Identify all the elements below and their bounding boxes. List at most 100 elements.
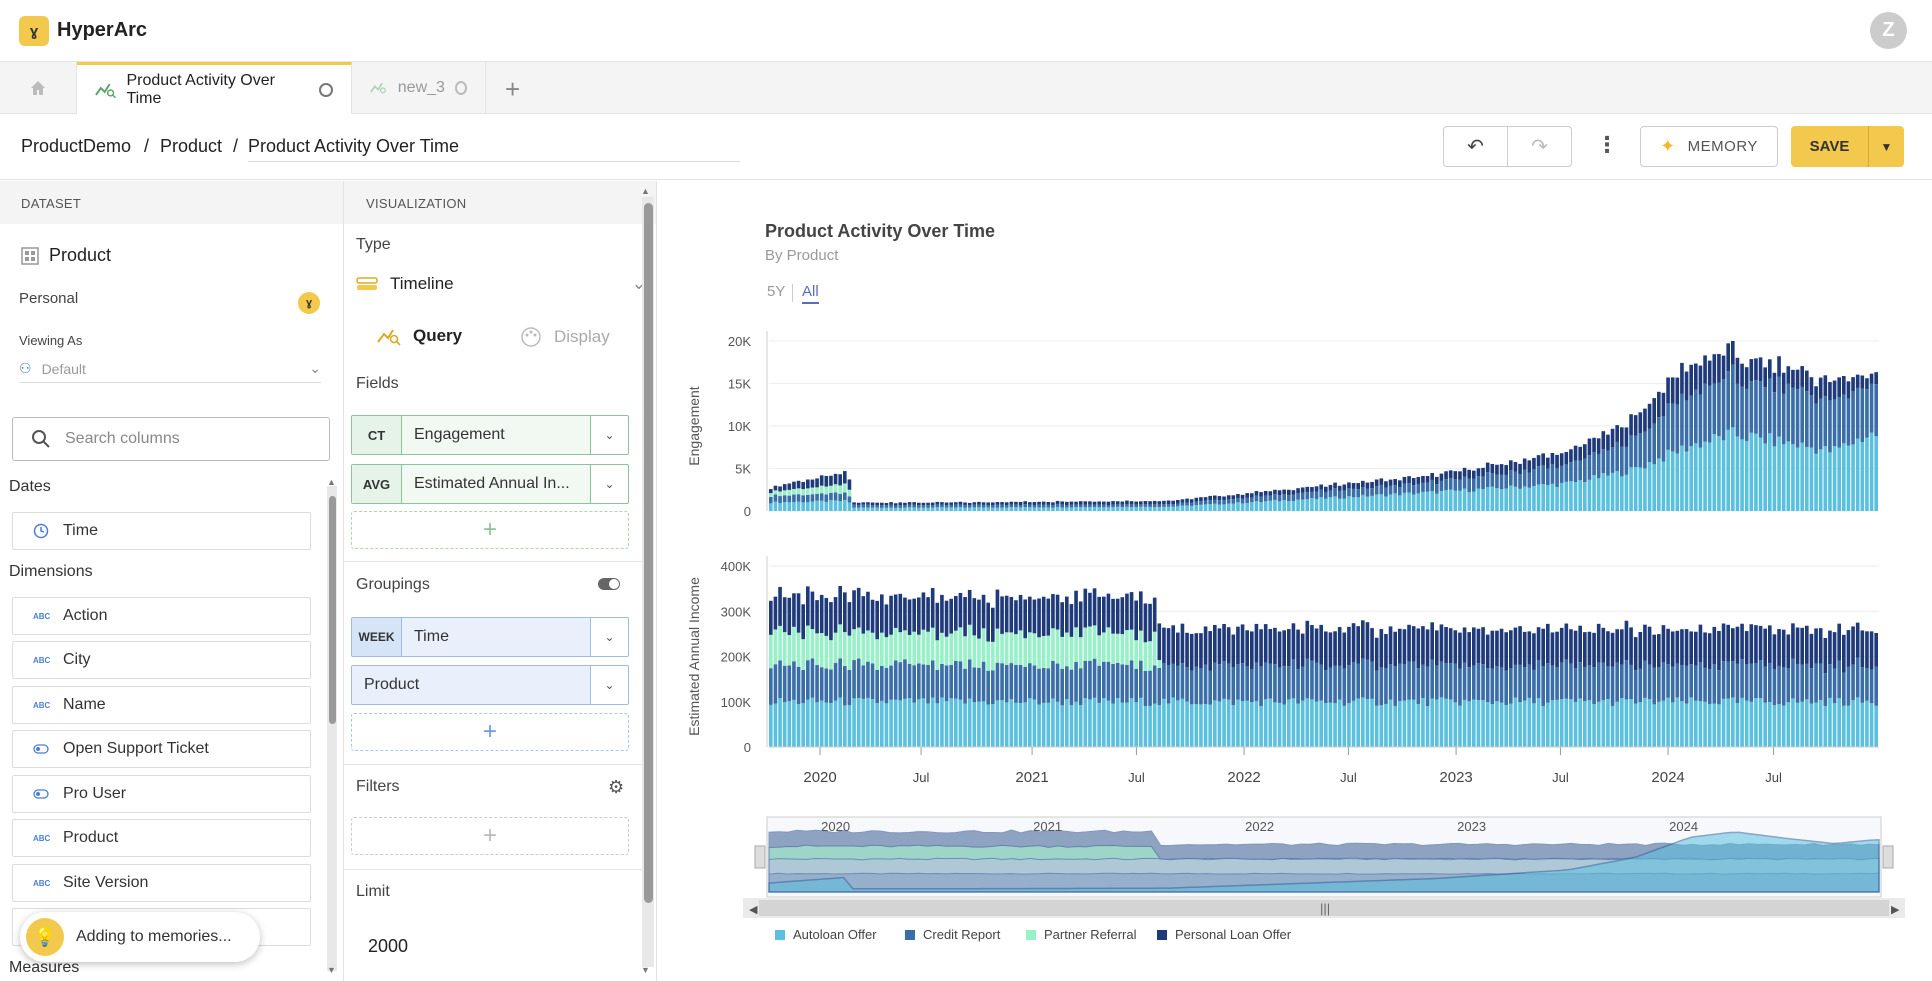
- breadcrumb-root[interactable]: ProductDemo: [21, 136, 132, 156]
- column-time[interactable]: Time: [12, 512, 311, 550]
- dataset-scrollbar[interactable]: [327, 486, 337, 971]
- bar-segment: [796, 501, 801, 511]
- bar-segment: [861, 665, 866, 699]
- column-site-version[interactable]: ABC Site Version: [12, 864, 311, 902]
- bar-segment: [1046, 504, 1051, 508]
- add-field-button[interactable]: +: [351, 511, 629, 549]
- save-button[interactable]: SAVE: [1809, 138, 1850, 155]
- dataset-scrollbar-thumb[interactable]: [329, 496, 336, 724]
- undo-icon[interactable]: ↶: [1467, 136, 1484, 158]
- bar-segment: [1263, 624, 1268, 663]
- bar-segment: [1208, 631, 1212, 671]
- field-aggregation[interactable]: AVG: [352, 465, 402, 503]
- bar-segment: [815, 600, 819, 634]
- add-filter-button[interactable]: +: [351, 817, 629, 855]
- logo-icon[interactable]: ɣ: [19, 16, 49, 46]
- breadcrumb-parent[interactable]: Product: [160, 136, 223, 156]
- grouping-granularity[interactable]: WEEK: [352, 618, 402, 656]
- grouping-product[interactable]: Product ⌄: [351, 665, 629, 705]
- tab-query[interactable]: Query: [377, 326, 462, 346]
- bar-segment: [1721, 623, 1726, 662]
- bar-segment: [1092, 658, 1097, 698]
- bar-segment: [1795, 369, 1800, 390]
- bar-segment: [1629, 467, 1633, 511]
- bar-segment: [981, 502, 986, 505]
- scroll-up-icon[interactable]: ▲: [327, 477, 336, 487]
- bar-segment: [1213, 624, 1217, 663]
- bar-segment: [866, 502, 870, 505]
- search-columns-input[interactable]: Search columns: [12, 417, 330, 461]
- redo-icon[interactable]: ↷: [1507, 127, 1571, 166]
- more-options-icon[interactable]: ⋮: [1596, 132, 1618, 157]
- bar-segment: [1125, 504, 1129, 507]
- bar-segment: [967, 505, 972, 508]
- add-tab-icon[interactable]: +: [505, 74, 521, 104]
- tab-display[interactable]: Display: [520, 326, 610, 348]
- bar-segment: [1222, 661, 1226, 699]
- bar-segment: [866, 630, 870, 662]
- scroll-up-icon[interactable]: ▲: [641, 186, 650, 196]
- avatar[interactable]: Z: [1870, 12, 1907, 49]
- bar-segment: [1125, 664, 1129, 703]
- chevron-down-icon[interactable]: ⌄: [590, 618, 628, 656]
- column-open-support-ticket[interactable]: Open Support Ticket: [12, 730, 311, 768]
- viewing-as-select[interactable]: ⚇ Default ⌄: [19, 355, 321, 383]
- bar-segment: [935, 602, 940, 641]
- limit-input[interactable]: 2000: [368, 936, 409, 956]
- chevron-down-icon[interactable]: ⌄: [590, 666, 628, 704]
- scroll-down-icon[interactable]: ▼: [327, 965, 336, 975]
- chart-type-value: Timeline: [390, 274, 454, 293]
- bar-segment: [991, 607, 995, 642]
- bar-segment: [1435, 484, 1439, 494]
- bar-segment: [1217, 664, 1222, 702]
- column-action[interactable]: ABC Action: [12, 597, 311, 635]
- bar-segment: [1398, 480, 1402, 488]
- bar-segment: [1388, 479, 1393, 486]
- bar-segment: [1721, 379, 1726, 441]
- add-grouping-button[interactable]: +: [351, 713, 629, 751]
- range-all-button[interactable]: All: [802, 283, 819, 304]
- bar-segment: [819, 700, 824, 747]
- bar-segment: [1273, 494, 1277, 501]
- bar-segment: [1217, 500, 1222, 505]
- bar-segment: [1596, 478, 1601, 511]
- bar-segment: [769, 503, 773, 511]
- bar-segment: [1666, 377, 1670, 404]
- bar-segment: [1074, 627, 1078, 662]
- bar-segment: [1763, 702, 1767, 747]
- bar-segment: [1652, 704, 1656, 747]
- save-dropdown-icon[interactable]: ▼: [1868, 126, 1904, 167]
- bar-segment: [1310, 497, 1314, 511]
- tab-product-activity[interactable]: Product Activity Over Time: [77, 62, 352, 114]
- column-name[interactable]: ABC Name: [12, 686, 311, 724]
- column-city[interactable]: ABC City: [12, 641, 311, 679]
- scroll-down-icon[interactable]: ▼: [641, 965, 650, 975]
- range-5y-button[interactable]: 5Y: [767, 283, 786, 300]
- chart-type-select[interactable]: Timeline ⌄: [356, 274, 646, 294]
- home-tab[interactable]: [0, 62, 77, 114]
- bar-segment: [1393, 705, 1397, 747]
- page-title-input[interactable]: Product Activity Over Time: [248, 136, 740, 162]
- groupings-toggle[interactable]: [598, 578, 620, 590]
- tab-new-3[interactable]: new_3: [352, 62, 486, 114]
- bar-segment: [1754, 380, 1758, 434]
- bar-segment: [810, 629, 815, 659]
- visualization-scrollbar-thumb[interactable]: [644, 203, 653, 903]
- grouping-time[interactable]: WEEK Time ⌄: [351, 617, 629, 657]
- bar-segment: [1735, 383, 1740, 437]
- column-pro-user[interactable]: Pro User: [12, 775, 311, 813]
- field-engagement[interactable]: CT Engagement ⌄: [351, 415, 629, 455]
- bar-segment: [1014, 504, 1018, 508]
- chevron-down-icon[interactable]: ⌄: [590, 416, 628, 454]
- field-estimated-annual-income[interactable]: AVG Estimated Annual In... ⌄: [351, 464, 629, 504]
- visualization-panel: VISUALIZATION Type Timeline ⌄ Query Disp…: [344, 181, 657, 981]
- bar-segment: [1851, 377, 1855, 392]
- field-aggregation[interactable]: CT: [352, 416, 402, 454]
- bar-segment: [1666, 664, 1670, 698]
- chevron-down-icon[interactable]: ⌄: [590, 465, 628, 503]
- bar-segment: [1559, 627, 1564, 663]
- column-product[interactable]: ABC Product: [12, 819, 311, 857]
- bar-segment: [1199, 633, 1203, 668]
- filter-settings-gear-icon[interactable]: ⚙: [608, 777, 625, 797]
- memory-button[interactable]: ✦ MEMORY: [1640, 126, 1778, 167]
